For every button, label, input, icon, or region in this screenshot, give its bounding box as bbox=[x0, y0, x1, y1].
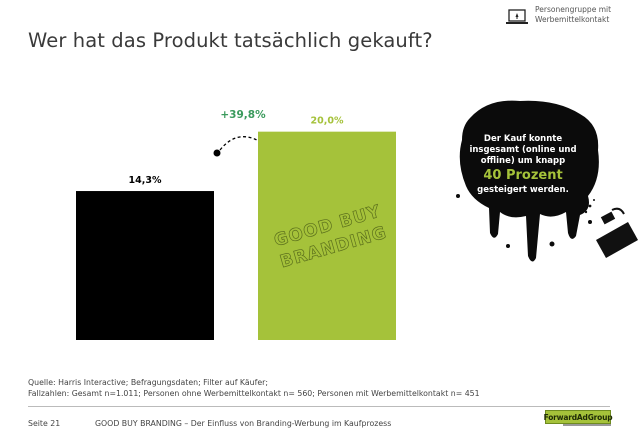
callout-line2: insgesamt (online und bbox=[469, 145, 577, 155]
footer-text: GOOD BUY BRANDING – Der Einfluss von Bra… bbox=[95, 419, 392, 428]
source-line1: Quelle: Harris Interactive; Befragungsda… bbox=[28, 378, 268, 387]
callout-blob bbox=[456, 100, 599, 262]
callout-text: Der Kauf konnte insgesamt (online und of… bbox=[462, 134, 584, 196]
callout-line4: gesteigert werden. bbox=[477, 185, 569, 195]
page-number: Seite 21 bbox=[28, 419, 61, 428]
logo-underline bbox=[563, 424, 611, 426]
legend-label-line1: Personengruppe mit bbox=[535, 5, 612, 14]
legend: Personengruppe mit Werbemittelkontakt bbox=[505, 5, 611, 27]
spray-can-icon bbox=[584, 199, 638, 258]
laptop-icon bbox=[506, 9, 528, 24]
source-note: Quelle: Harris Interactive; Befragungsda… bbox=[28, 377, 480, 399]
forward-ad-group-logo: ForwardAdGroup bbox=[543, 410, 613, 424]
callout-highlight: 40 Prozent bbox=[483, 168, 563, 183]
legend-label: Personengruppe mit Werbemittelkontakt bbox=[535, 5, 611, 24]
bar-value-label-with-contact: 20,0% bbox=[311, 116, 344, 127]
callout-line3: offline) um knapp bbox=[480, 156, 566, 166]
bar-with-contact bbox=[258, 131, 396, 340]
legend-label-line2: Werbemittelkontakt bbox=[535, 14, 610, 24]
callout-line1: Der Kauf konnte bbox=[483, 134, 563, 144]
page-title: Wer hat das Produkt tatsächlich gekauft? bbox=[28, 29, 433, 52]
bar-without-contact bbox=[76, 191, 214, 340]
increase-label: +39,8% bbox=[220, 109, 266, 121]
bar-value-label-without-contact: 14,3% bbox=[129, 175, 162, 186]
source-line2: Fallzahlen: Gesamt n=1.011; Personen ohn… bbox=[28, 389, 480, 398]
footer-divider bbox=[28, 406, 610, 407]
logo-text: ForwardAdGroup bbox=[543, 412, 613, 422]
